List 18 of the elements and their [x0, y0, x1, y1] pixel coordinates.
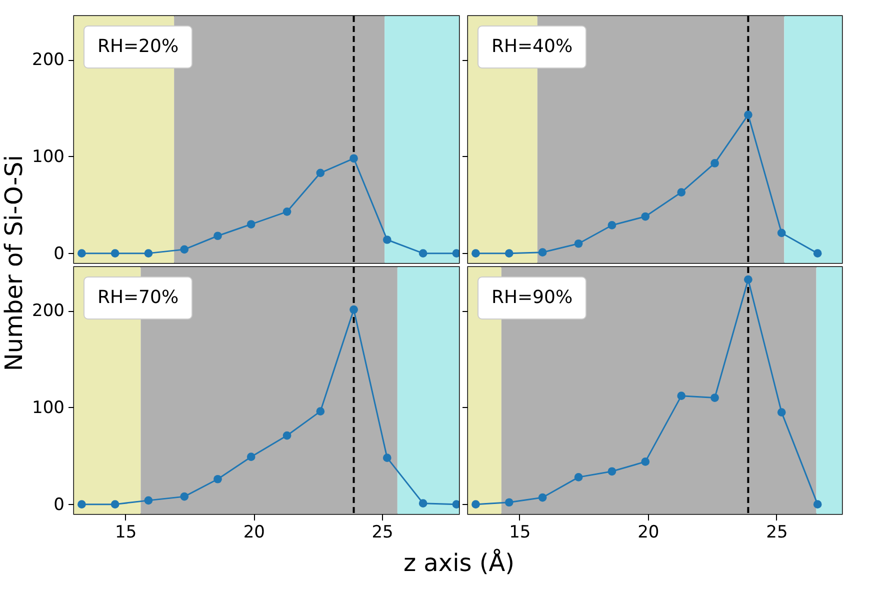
x-tick-label: 20 [638, 522, 660, 542]
annotation: RH=90% [491, 287, 573, 308]
y-tick-label: 100 [32, 398, 64, 418]
annotation: RH=70% [97, 287, 179, 308]
x-tick-label: 15 [115, 522, 137, 542]
y-axis-title: Number of Si-O-Si [0, 154, 28, 372]
x-tick-label: 25 [766, 522, 788, 542]
x-axis-title: z axis (Å) [403, 548, 515, 577]
x-tick-label: 20 [243, 522, 265, 542]
y-tick-label: 0 [54, 244, 64, 264]
annotation: RH=20% [97, 36, 179, 57]
y-tick-label: 200 [32, 301, 64, 322]
y-tick-label: 100 [32, 146, 64, 167]
annotation: RH=40% [491, 36, 573, 57]
x-tick-label: 15 [509, 522, 531, 542]
x-tick-label: 25 [372, 522, 394, 542]
y-tick-label: 0 [54, 494, 64, 515]
y-tick-label: 200 [32, 50, 64, 70]
